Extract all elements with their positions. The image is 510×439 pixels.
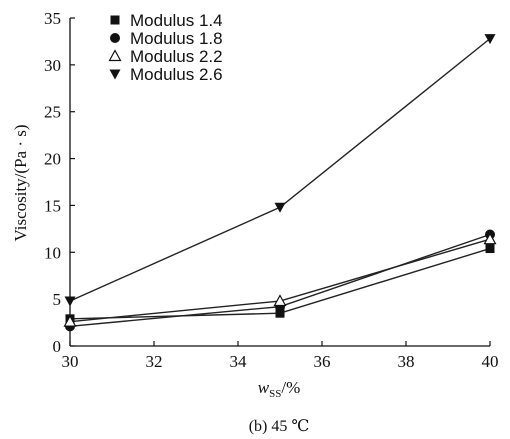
- x-axis-label-variable: w: [258, 378, 270, 397]
- legend-label-4: Modulus 2.6: [130, 65, 223, 84]
- x-tick-label: 30: [62, 352, 79, 371]
- x-axis-label-unit: /%: [281, 378, 300, 397]
- legend-marker-3: [108, 49, 122, 62]
- data-point-series-3: [63, 314, 77, 327]
- data-point-series-1: [485, 244, 495, 254]
- y-tick-label: 35: [44, 9, 61, 28]
- y-axis-label: Viscosity/(Pa · s): [11, 124, 30, 241]
- data-point-series-4: [64, 296, 76, 307]
- y-tick-label: 30: [44, 56, 61, 75]
- data-point-series-4: [484, 34, 496, 45]
- x-tick-label: 40: [482, 352, 499, 371]
- chart-caption: (b) 45 ℃: [249, 418, 310, 435]
- x-tick-label: 32: [146, 352, 163, 371]
- series-markers: [63, 34, 497, 332]
- x-tick-label: 34: [230, 352, 248, 371]
- y-tick-label: 15: [44, 196, 61, 215]
- x-ticks: 30 32 34 36 38 40: [62, 341, 499, 371]
- x-tick-label: 36: [314, 352, 331, 371]
- legend-marker-2: [110, 33, 120, 43]
- y-tick-label: 5: [53, 290, 62, 309]
- legend-marker-4: [109, 69, 121, 80]
- data-point-series-3: [273, 294, 287, 307]
- y-ticks: 0 5 10 15 20 25 30 35: [44, 9, 75, 356]
- legend-marker-1: [110, 15, 120, 25]
- x-axis-label: wSS/%: [258, 378, 300, 400]
- y-tick-label: 25: [44, 103, 61, 122]
- legend-label-2: Modulus 1.8: [130, 29, 223, 48]
- legend-label-1: Modulus 1.4: [130, 11, 223, 30]
- y-tick-label: 20: [44, 150, 61, 169]
- x-tick-label: 38: [398, 352, 415, 371]
- data-point-series-4: [274, 202, 286, 213]
- legend-label-3: Modulus 2.2: [130, 47, 223, 66]
- plot-area: 30 32 34 36 38 40 0 5 10 15 20 25 30 35: [44, 9, 499, 371]
- data-point-series-3: [483, 232, 497, 245]
- y-tick-label: 0: [53, 337, 62, 356]
- x-axis-label-subscript: SS: [269, 388, 281, 400]
- data-point-series-1: [275, 308, 285, 318]
- y-tick-label: 10: [44, 243, 61, 262]
